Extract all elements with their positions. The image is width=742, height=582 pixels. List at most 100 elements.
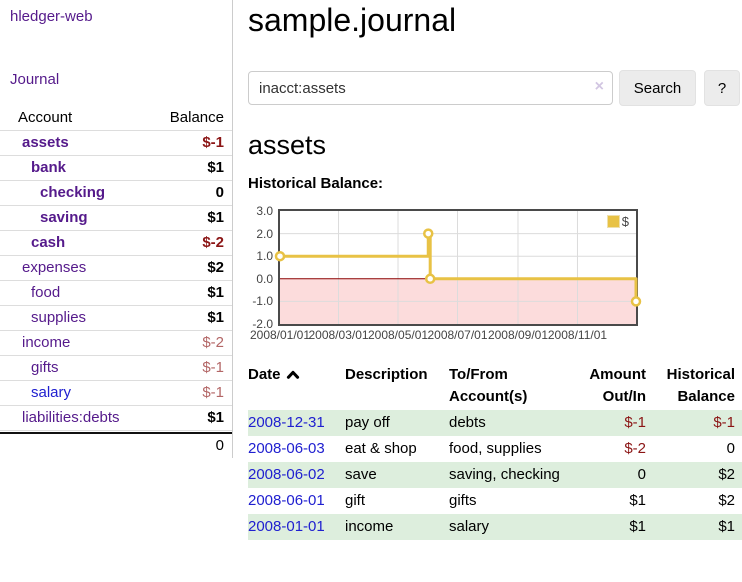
transaction-balance: $1 <box>646 514 742 540</box>
chart-y-tick-label: 3.0 <box>256 204 273 218</box>
legend-label: $ <box>621 214 629 229</box>
account-link-supplies[interactable]: supplies <box>31 309 87 326</box>
register-header-balance: Historical Balance <box>666 366 735 405</box>
transaction-description: pay off <box>345 410 449 436</box>
sort-ascending-icon <box>286 370 299 379</box>
account-row: food $1 <box>0 281 232 306</box>
account-heading: assets <box>248 130 327 160</box>
main-content: sample.journal × Search ? assets Histori… <box>233 0 742 540</box>
register-row: 2008-06-01 gift gifts $1 $2 <box>248 488 742 514</box>
account-row: income $-2 <box>0 331 232 356</box>
account-balance: $-1 <box>202 134 224 151</box>
chart-plot-area: $ <box>274 209 642 326</box>
register-row: 2008-12-31 pay off debts $-1 $-1 <box>248 410 742 436</box>
chart-x-tick-label: 2008/03/01 <box>308 328 369 342</box>
account-balance: $1 <box>207 159 224 176</box>
account-row: assets $-1 <box>0 131 232 156</box>
transaction-balance: 0 <box>726 440 735 457</box>
transaction-accounts: salary <box>449 514 561 540</box>
register-header-description: Description <box>345 366 428 383</box>
account-balance: $1 <box>207 209 224 226</box>
transaction-accounts: debts <box>449 410 561 436</box>
account-row: salary $-1 <box>0 381 232 406</box>
page-title: sample.journal <box>248 2 457 38</box>
transaction-amount: $1 <box>629 492 646 509</box>
search-input[interactable] <box>248 71 613 105</box>
account-balance: $-1 <box>202 384 224 401</box>
account-link-income[interactable]: income <box>22 334 71 351</box>
account-balance: $-2 <box>202 234 224 251</box>
accounts-total-value: 0 <box>215 437 224 454</box>
transaction-amount: $-1 <box>561 410 646 436</box>
account-balance: 0 <box>215 184 224 201</box>
account-link-expenses[interactable]: expenses <box>22 259 87 276</box>
account-link-checking[interactable]: checking <box>40 184 106 201</box>
register-header-accounts: To/From Account(s) <box>449 366 528 405</box>
account-row: cash $-2 <box>0 231 232 256</box>
account-row: expenses $2 <box>0 256 232 281</box>
transaction-amount: 0 <box>561 462 646 488</box>
register-row: 2008-06-02 save saving, checking 0 $2 <box>248 462 742 488</box>
chart-x-tick-label: 2008/05/01 <box>367 328 429 342</box>
chart-y-tick-label: -2.0 <box>252 317 273 331</box>
transaction-date-link[interactable]: 2008-06-03 <box>248 440 325 457</box>
account-balance: $1 <box>207 409 224 426</box>
account-balance: $1 <box>207 284 224 301</box>
register-header-date[interactable]: Date <box>248 362 345 410</box>
account-balance: $-1 <box>202 359 224 376</box>
app-brand-link[interactable]: hledger-web <box>10 8 93 25</box>
transaction-description: save <box>345 462 449 488</box>
transaction-date-link[interactable]: 2008-06-01 <box>248 492 325 509</box>
search-bar: × Search ? <box>248 70 742 106</box>
chart-x-tick-label: 2008/09/01 <box>487 328 548 342</box>
transaction-accounts: food, supplies <box>449 440 542 457</box>
account-row: checking 0 <box>0 181 232 206</box>
transaction-balance: $-1 <box>646 410 742 436</box>
register-row: 2008-06-03 eat & shop food, supplies $-2 0 <box>248 436 742 462</box>
transaction-accounts: saving, checking <box>449 462 561 488</box>
account-link-salary[interactable]: salary <box>31 384 72 401</box>
transaction-date-link[interactable]: 2008-06-02 <box>248 466 325 483</box>
account-link-cash[interactable]: cash <box>31 234 66 251</box>
transaction-balance: $2 <box>718 492 735 509</box>
search-help-button[interactable]: ? <box>704 70 740 106</box>
accounts-table-header: Account Balance <box>0 106 232 131</box>
account-balance: $-2 <box>202 334 224 351</box>
account-link-food[interactable]: food <box>31 284 61 301</box>
account-balance: $1 <box>207 309 224 326</box>
account-link-bank[interactable]: bank <box>31 159 67 176</box>
account-column-header: Account <box>18 109 73 126</box>
register-header-amount: Amount Out/In <box>589 366 646 405</box>
transaction-date-link[interactable]: 2008-12-31 <box>248 414 325 431</box>
clear-search-icon[interactable]: × <box>594 78 604 95</box>
transaction-date-link[interactable]: 2008-01-01 <box>248 518 325 535</box>
account-link-assets[interactable]: assets <box>22 134 69 151</box>
chart-title: Historical Balance: <box>248 175 384 192</box>
transaction-balance: $2 <box>646 462 742 488</box>
account-link-liabilities-debts[interactable]: liabilities:debts <box>22 409 120 426</box>
chart-y-tick-label: 2.0 <box>256 226 273 241</box>
balance-column-header: Balance <box>169 109 224 126</box>
account-link-gifts[interactable]: gifts <box>31 359 59 376</box>
account-link-saving[interactable]: saving <box>40 209 88 226</box>
account-row: supplies $1 <box>0 306 232 331</box>
chart-canvas <box>274 211 642 324</box>
chart-y-tick-label: 1.0 <box>256 249 273 264</box>
chart-y-tick-label: 0.0 <box>256 271 273 286</box>
accounts-total-row: 0 <box>0 432 232 458</box>
sidebar-item-journal[interactable]: Journal <box>10 71 60 88</box>
transaction-description: income <box>345 514 449 540</box>
accounts-balance-table: Account Balance assets $-1 bank $1 checking 0… <box>0 106 232 458</box>
chart-y-tick-label: -1.0 <box>252 294 273 309</box>
search-button[interactable]: Search <box>619 70 696 106</box>
account-row: gifts $-1 <box>0 356 232 381</box>
chart-x-tick-label: 2008/11/01 <box>547 328 608 342</box>
register-table: Date Description To/From Account(s) Amou… <box>248 362 742 540</box>
chart-legend: $ <box>605 214 630 229</box>
register-row: 2008-01-01 income salary $1 $1 <box>248 514 742 540</box>
account-balance: $2 <box>207 259 224 276</box>
transaction-accounts: gifts <box>449 492 477 509</box>
transaction-description: gift <box>345 492 366 509</box>
register-header-row: Date Description To/From Account(s) Amou… <box>248 362 742 410</box>
legend-swatch-icon <box>606 215 620 228</box>
